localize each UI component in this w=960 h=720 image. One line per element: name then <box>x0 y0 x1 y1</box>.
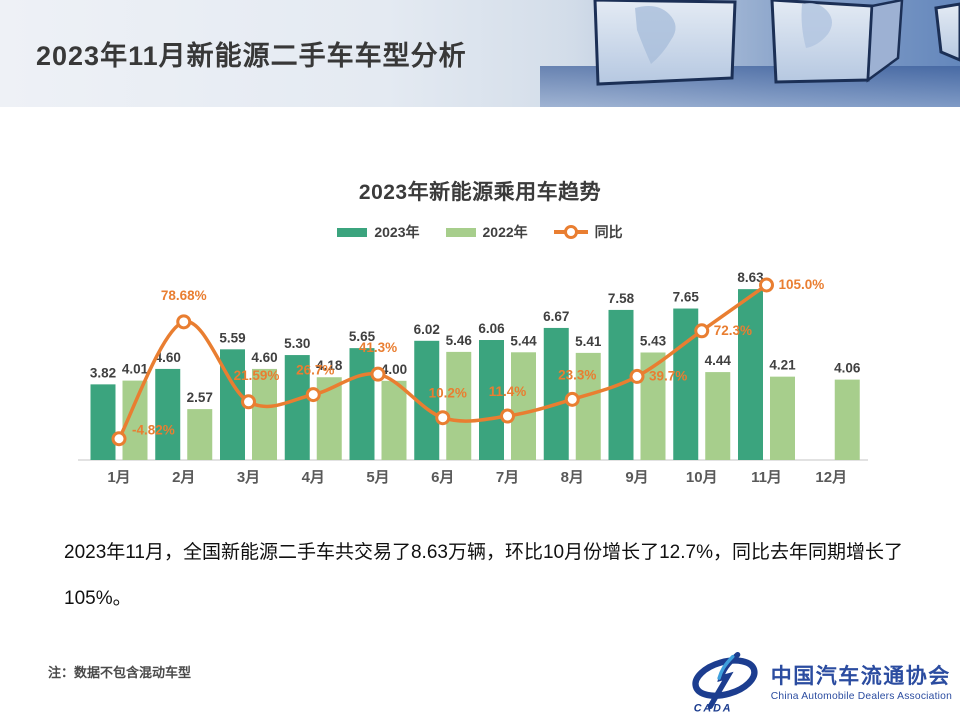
svg-text:21.59%: 21.59% <box>234 368 280 383</box>
svg-text:6.67: 6.67 <box>543 309 569 324</box>
svg-text:10.2%: 10.2% <box>429 386 467 401</box>
svg-text:8.63: 8.63 <box>737 270 764 285</box>
svg-text:4.01: 4.01 <box>122 362 149 377</box>
svg-text:5.44: 5.44 <box>510 333 537 348</box>
svg-text:8月: 8月 <box>561 469 584 486</box>
svg-text:11月: 11月 <box>751 469 782 486</box>
svg-text:26.7%: 26.7% <box>296 363 334 378</box>
svg-text:6.02: 6.02 <box>414 322 440 337</box>
svg-text:5.59: 5.59 <box>219 330 245 345</box>
svg-text:5.65: 5.65 <box>349 329 376 344</box>
svg-text:4.21: 4.21 <box>769 358 796 373</box>
svg-text:4.00: 4.00 <box>381 362 407 377</box>
svg-text:6月: 6月 <box>431 469 454 486</box>
legend-line-marker-icon <box>553 225 588 239</box>
svg-text:12月: 12月 <box>815 469 847 486</box>
svg-text:2月: 2月 <box>172 469 195 486</box>
chart-title: 2023年新能源乘用车趋势 <box>358 181 602 204</box>
svg-text:39.7%: 39.7% <box>649 368 687 383</box>
svg-text:2.57: 2.57 <box>187 390 213 405</box>
svg-text:7.58: 7.58 <box>608 291 635 306</box>
legend-label-2022: 2022年 <box>482 224 528 240</box>
svg-text:11.4%: 11.4% <box>489 384 527 399</box>
svg-text:-4.82%: -4.82% <box>132 423 175 438</box>
svg-text:10月: 10月 <box>686 469 718 486</box>
svg-text:105.0%: 105.0% <box>779 277 825 292</box>
org-name-en: China Automobile Dealers Association <box>770 690 952 702</box>
legend-label-yoy: 同比 <box>594 224 623 240</box>
svg-text:5.30: 5.30 <box>284 336 310 351</box>
header-decoration-cubes <box>540 0 960 107</box>
chart-legend: 2023年 2022年 同比 <box>0 222 960 242</box>
legend-swatch-2023-icon <box>337 227 368 237</box>
cada-logo-icon: CADA <box>692 652 758 714</box>
svg-text:9月: 9月 <box>625 469 648 486</box>
cada-logo: CADA 中国汽车流通协会 China Automobile Dealers A… <box>681 652 952 714</box>
svg-text:5.43: 5.43 <box>640 333 667 348</box>
svg-text:4.44: 4.44 <box>705 353 732 368</box>
svg-text:6.06: 6.06 <box>478 321 505 336</box>
svg-text:4月: 4月 <box>302 469 325 486</box>
svg-text:5月: 5月 <box>366 469 389 486</box>
svg-text:72.3%: 72.3% <box>714 323 752 338</box>
svg-text:3.82: 3.82 <box>90 365 116 380</box>
svg-text:4.60: 4.60 <box>155 350 181 365</box>
svg-text:78.68%: 78.68% <box>161 288 207 303</box>
svg-text:4.60: 4.60 <box>251 350 277 365</box>
svg-text:5.41: 5.41 <box>575 334 602 349</box>
summary-text: 2023年11月，全国新能源二手车共交易了8.63万辆，环比10月份增长了12.… <box>64 542 903 609</box>
svg-text:4.06: 4.06 <box>834 361 861 376</box>
svg-text:23.3%: 23.3% <box>558 367 596 382</box>
svg-text:3月: 3月 <box>237 469 260 486</box>
legend-swatch-2022-icon <box>445 227 476 237</box>
svg-text:4.18: 4.18 <box>316 358 343 373</box>
footnote: 注：数据不包含混动车型 <box>48 665 192 680</box>
legend-item-2023: 2023年 <box>337 222 420 242</box>
legend-item-yoy: 同比 <box>553 222 623 242</box>
svg-text:7.65: 7.65 <box>673 290 700 305</box>
org-name-cn: 中国汽车流通协会 <box>770 664 951 688</box>
svg-text:7月: 7月 <box>496 469 519 486</box>
svg-text:5.46: 5.46 <box>446 333 473 348</box>
svg-text:41.3%: 41.3% <box>359 340 397 355</box>
page-title: 2023年11月新能源二手车车型分析 <box>36 41 467 71</box>
slide-header: 2023年11月新能源二手车车型分析 <box>0 0 960 107</box>
legend-label-2023: 2023年 <box>374 224 420 240</box>
cada-logo-text-block: 中国汽车流通协会 China Automobile Dealers Associ… <box>771 665 952 702</box>
logo-cada-text: CADA <box>693 702 732 714</box>
svg-text:1月: 1月 <box>107 469 130 486</box>
legend-item-2022: 2022年 <box>445 222 528 242</box>
